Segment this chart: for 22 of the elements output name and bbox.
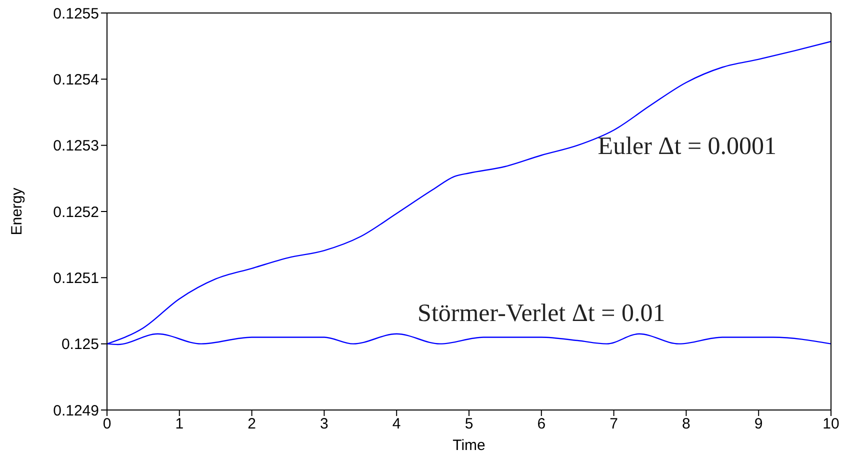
x-axis-title: Time: [452, 437, 486, 454]
x-tick-label: 6: [537, 416, 546, 433]
x-tick-label: 7: [610, 416, 618, 433]
x-tick-label: 9: [754, 416, 763, 433]
y-tick-label: 0.1252: [53, 204, 99, 221]
y-tick-label: 0.1251: [53, 270, 99, 287]
series-label: Störmer-Verlet Δt = 0.01: [418, 300, 666, 328]
x-tick-label: 10: [822, 416, 840, 433]
x-tick-label: 3: [320, 416, 328, 433]
x-tick-label: 2: [248, 416, 256, 433]
x-tick-label: 1: [175, 416, 184, 433]
x-tick-label: 5: [464, 416, 474, 433]
y-tick-label: 0.1254: [53, 71, 99, 88]
x-tick-label: 8: [682, 416, 690, 433]
y-axis-title: Energy: [8, 187, 26, 236]
x-tick-label: 0: [102, 416, 112, 433]
y-tick-label: 0.1249: [53, 402, 99, 420]
x-tick-label: 4: [392, 416, 401, 433]
series-label: Euler Δt = 0.0001: [598, 133, 777, 160]
y-tick-label: 0.1255: [53, 5, 99, 22]
y-tick-label: 0.1253: [53, 138, 99, 155]
y-tick-label: 0.125: [61, 336, 99, 354]
